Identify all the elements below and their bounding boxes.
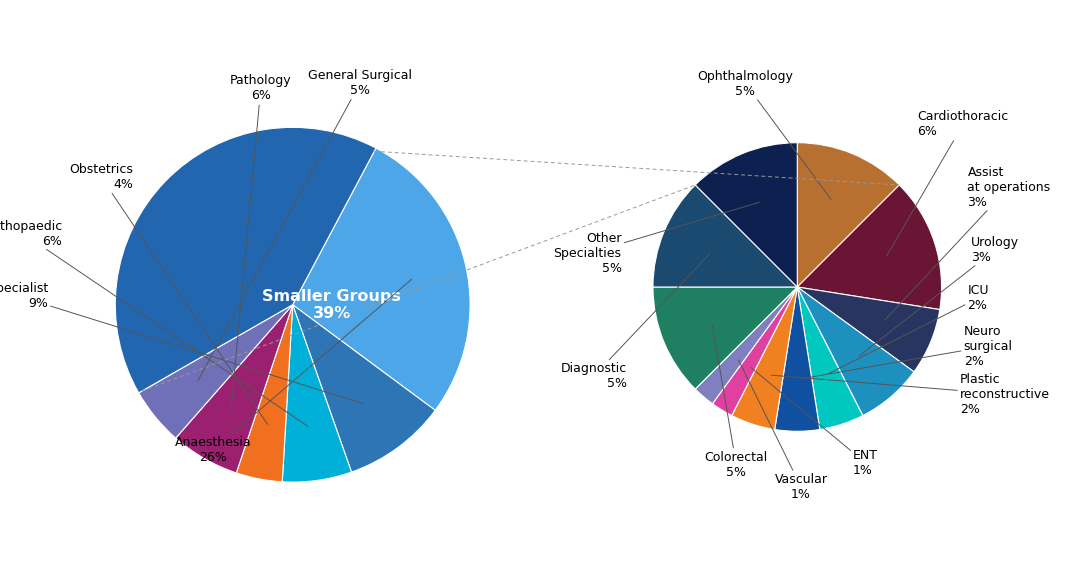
Wedge shape <box>293 148 470 410</box>
Wedge shape <box>732 287 797 429</box>
Text: Diagnostic
5%: Diagnostic 5% <box>560 254 710 390</box>
Text: Urology
3%: Urology 3% <box>860 236 1019 356</box>
Text: Vascular
1%: Vascular 1% <box>738 360 827 501</box>
Text: Assist
at operations
3%: Assist at operations 3% <box>885 166 1050 320</box>
Text: Anaesthesia
26%: Anaesthesia 26% <box>175 279 412 464</box>
Wedge shape <box>775 287 820 431</box>
Wedge shape <box>712 287 797 416</box>
Text: Cardiothoracic
6%: Cardiothoracic 6% <box>887 110 1009 256</box>
Text: Pathology
6%: Pathology 6% <box>230 74 292 410</box>
Text: Orthopaedic
6%: Orthopaedic 6% <box>0 220 308 426</box>
Text: General Surgical
5%: General Surgical 5% <box>198 69 412 381</box>
Text: Other
Specialties
5%: Other Specialties 5% <box>554 203 759 275</box>
Wedge shape <box>176 305 293 473</box>
Text: Ophthalmology
5%: Ophthalmology 5% <box>697 69 831 199</box>
Wedge shape <box>797 287 914 416</box>
Wedge shape <box>139 305 293 438</box>
Text: Neuro
surgical
2%: Neuro surgical 2% <box>800 325 1012 379</box>
Wedge shape <box>797 287 863 429</box>
Wedge shape <box>282 305 351 482</box>
Text: Specialist
9%: Specialist 9% <box>0 282 364 404</box>
Wedge shape <box>653 185 797 287</box>
Text: Obstetrics
4%: Obstetrics 4% <box>69 163 268 424</box>
Wedge shape <box>695 287 797 404</box>
Wedge shape <box>797 287 940 372</box>
Wedge shape <box>653 287 797 389</box>
Text: ENT
1%: ENT 1% <box>751 367 878 477</box>
Text: Smaller Groups
39%: Smaller Groups 39% <box>262 289 401 321</box>
Wedge shape <box>797 185 942 309</box>
Text: Colorectal
5%: Colorectal 5% <box>705 325 767 479</box>
Wedge shape <box>797 143 900 287</box>
Text: ICU
2%: ICU 2% <box>828 284 989 374</box>
Text: Plastic
reconstructive
2%: Plastic reconstructive 2% <box>772 373 1050 416</box>
Wedge shape <box>293 305 435 472</box>
Wedge shape <box>695 143 797 287</box>
Wedge shape <box>115 127 376 393</box>
Wedge shape <box>236 305 293 482</box>
